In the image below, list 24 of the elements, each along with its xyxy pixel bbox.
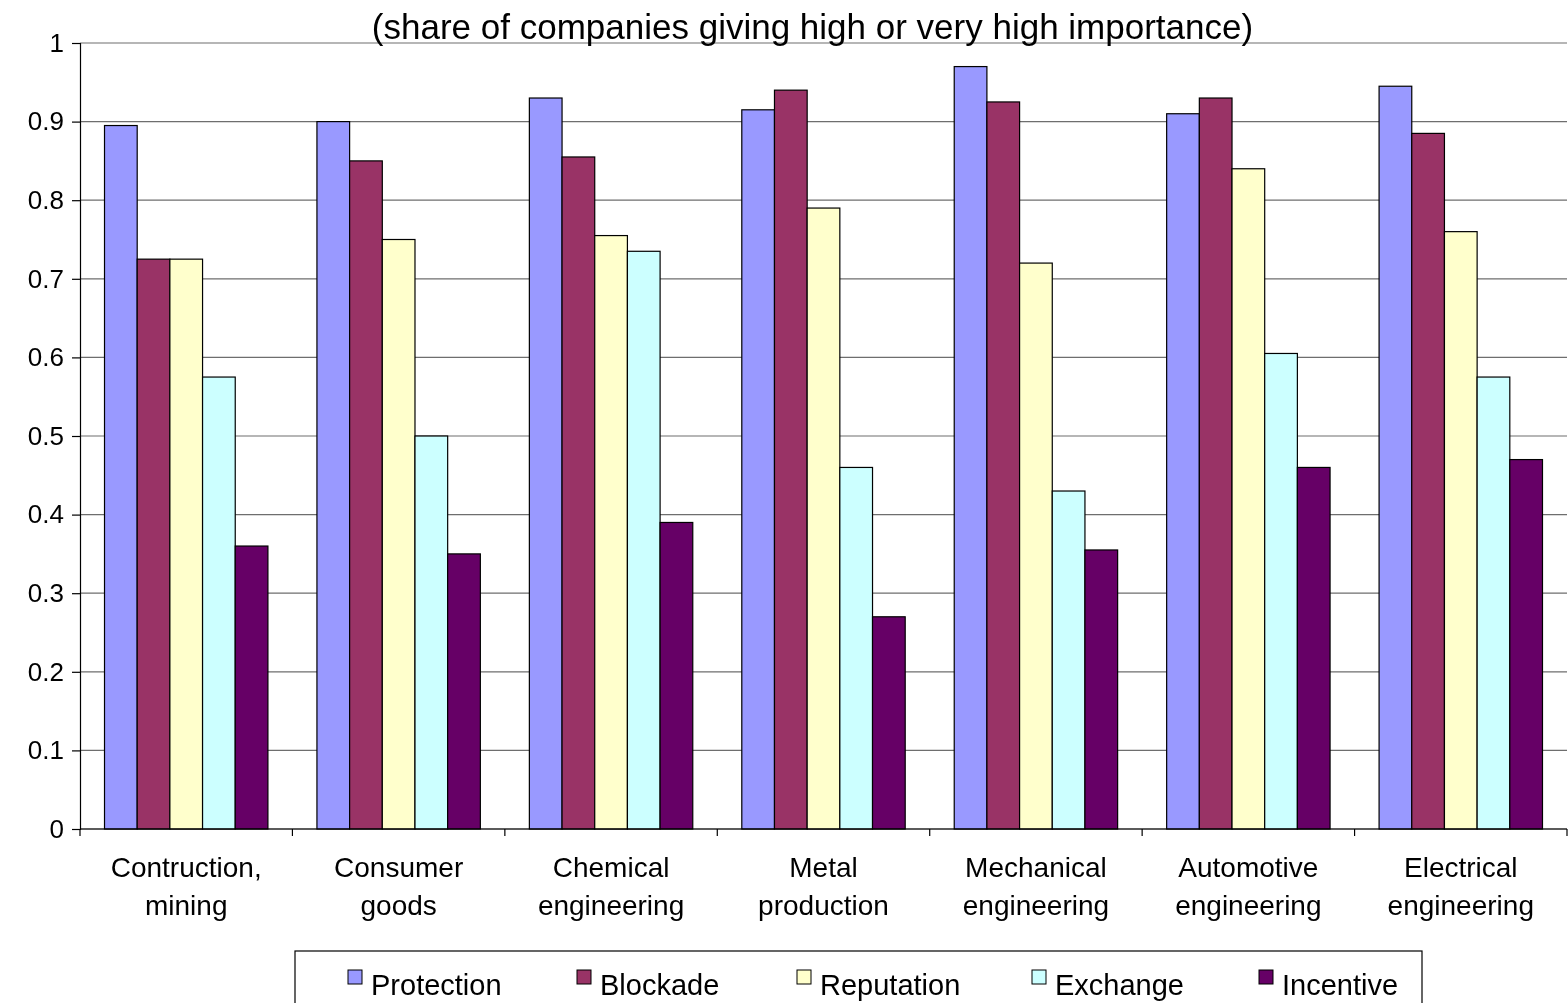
x-tick-label: Chemical engineering (537, 852, 685, 921)
legend-label: Protection (371, 969, 502, 1001)
y-tick-label: 0.1 (27, 735, 64, 766)
legend-label: Blockade (600, 969, 720, 1001)
x-tick-label: Electrical engineering (1387, 852, 1534, 921)
y-tick-label: 0.2 (27, 656, 64, 687)
legend-label: Reputation (820, 969, 961, 1001)
y-tick-label: 1 (49, 27, 64, 58)
x-tick-label: Metal production (758, 852, 889, 921)
legend-label: Incentive (1282, 969, 1399, 1001)
chart-title: (share of companies giving high or very high importance) (371, 7, 1254, 46)
y-tick-label: 0.8 (27, 185, 64, 216)
y-tick-label: 0.4 (27, 499, 64, 530)
y-tick-label: 0.5 (27, 420, 64, 451)
y-tick-label: 0.6 (27, 342, 64, 373)
y-tick-label: 0.9 (27, 106, 64, 137)
y-tick-label: 0.3 (27, 578, 64, 609)
x-tick-label: Contruction, mining (110, 852, 262, 921)
x-tick-label: Mechanical engineering (962, 852, 1110, 921)
x-tick-label: Automotive engineering (1175, 852, 1322, 921)
legend-label: Exchange (1055, 969, 1184, 1001)
y-tick-label: 0 (49, 813, 64, 844)
x-tick-label: Consumer goods (334, 852, 464, 921)
y-tick-label: 0.7 (27, 263, 64, 294)
